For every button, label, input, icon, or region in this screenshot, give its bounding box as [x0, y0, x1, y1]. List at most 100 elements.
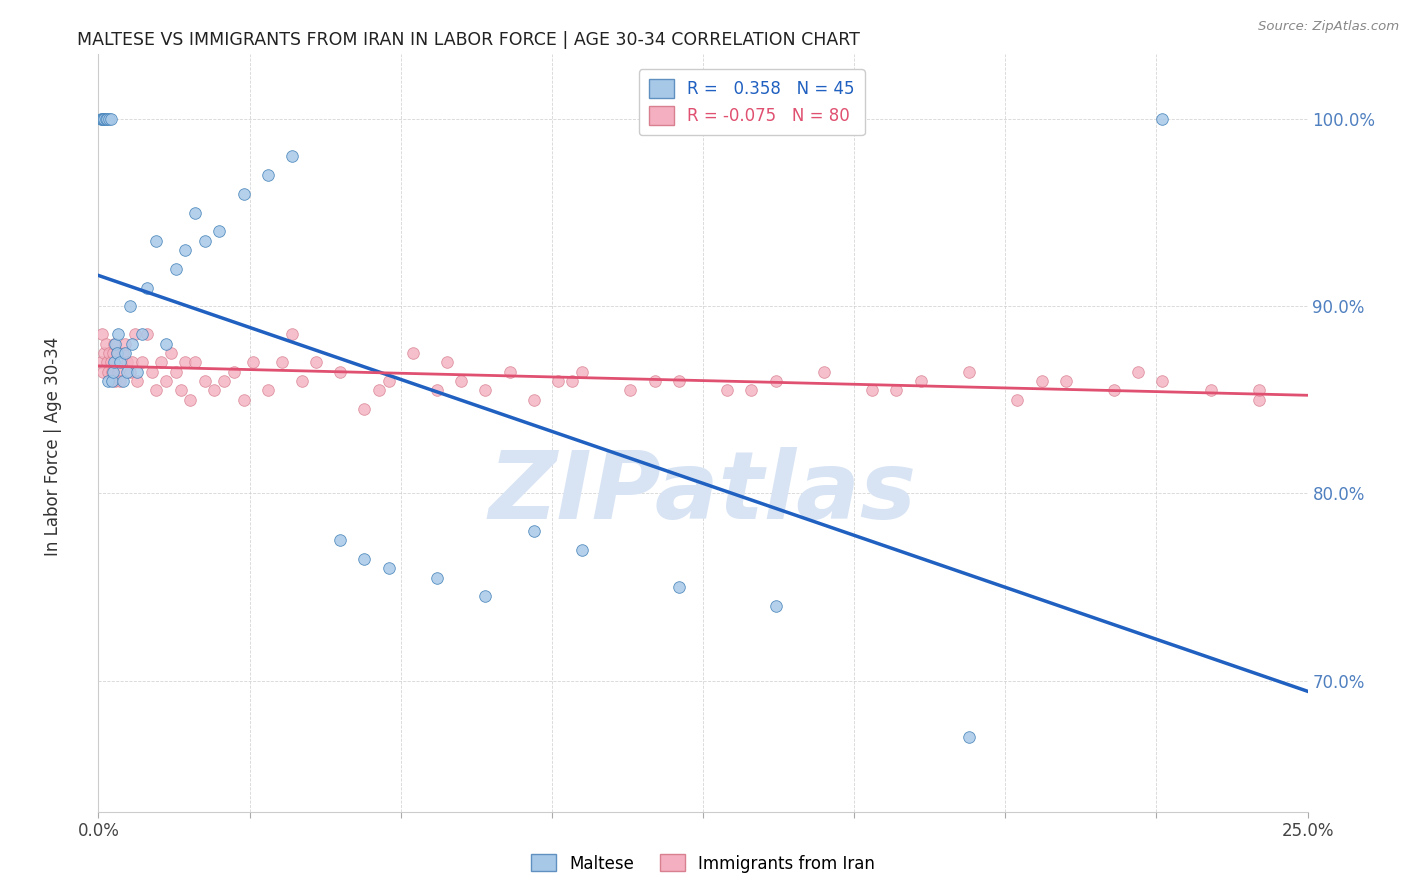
Point [101, 374, 124, 388]
Point [353, 552, 375, 566]
Point [426, 571, 449, 585]
Point [353, 402, 375, 417]
Point [547, 374, 569, 388]
Point [184, 355, 207, 369]
Point [281, 327, 304, 342]
Point [184, 205, 207, 219]
Point [242, 355, 264, 369]
Point [860, 384, 883, 398]
Point [523, 392, 546, 407]
Point [100, 112, 122, 126]
Point [155, 374, 177, 388]
Point [111, 346, 134, 360]
Point [169, 384, 191, 398]
Point [740, 384, 762, 398]
Point [131, 327, 153, 342]
Point [101, 365, 124, 379]
Point [212, 374, 235, 388]
Point [165, 365, 187, 379]
Point [127, 365, 149, 379]
Point [103, 355, 125, 369]
Point [97, 374, 120, 388]
Point [145, 234, 167, 248]
Point [232, 186, 254, 201]
Point [117, 365, 139, 379]
Point [96, 355, 118, 369]
Point [104, 336, 127, 351]
Point [93, 112, 115, 126]
Point [571, 542, 593, 557]
Point [256, 168, 278, 182]
Point [118, 299, 141, 313]
Point [436, 355, 458, 369]
Point [160, 346, 183, 360]
Point [426, 384, 449, 398]
Point [90, 355, 112, 369]
Point [957, 730, 980, 744]
Point [765, 599, 787, 613]
Point [281, 149, 304, 163]
Point [329, 365, 352, 379]
Point [368, 384, 391, 398]
Point [103, 336, 125, 351]
Point [107, 365, 129, 379]
Point [135, 327, 157, 342]
Point [910, 374, 932, 388]
Point [131, 355, 153, 369]
Point [957, 365, 980, 379]
Point [1007, 392, 1029, 407]
Point [165, 261, 187, 276]
Point [174, 243, 197, 257]
Point [150, 355, 173, 369]
Point [305, 355, 328, 369]
Point [1249, 384, 1271, 398]
Point [104, 374, 127, 388]
Point [108, 355, 131, 369]
Text: MALTESE VS IMMIGRANTS FROM IRAN IN LABOR FORCE | AGE 30-34 CORRELATION CHART: MALTESE VS IMMIGRANTS FROM IRAN IN LABOR… [77, 31, 860, 49]
Point [114, 336, 136, 351]
Point [117, 355, 139, 369]
Point [1054, 374, 1077, 388]
Point [668, 580, 690, 594]
Point [105, 346, 128, 360]
Point [91, 112, 114, 126]
Point [1249, 392, 1271, 407]
Point [101, 365, 124, 379]
Point [1152, 374, 1174, 388]
Point [93, 346, 115, 360]
Point [765, 374, 787, 388]
Point [105, 346, 128, 360]
Point [124, 327, 146, 342]
Point [101, 346, 124, 360]
Point [571, 365, 593, 379]
Text: In Labor Force | Age 30-34: In Labor Force | Age 30-34 [45, 336, 62, 556]
Point [716, 384, 738, 398]
Point [813, 365, 835, 379]
Point [96, 112, 118, 126]
Point [135, 280, 157, 294]
Point [97, 365, 120, 379]
Point [98, 112, 121, 126]
Point [145, 384, 167, 398]
Point [114, 346, 136, 360]
Point [121, 355, 143, 369]
Point [194, 374, 217, 388]
Point [100, 355, 122, 369]
Point [1102, 384, 1125, 398]
Point [111, 374, 134, 388]
Point [290, 374, 312, 388]
Point [91, 365, 114, 379]
Point [329, 533, 352, 548]
Point [474, 590, 496, 604]
Point [108, 374, 131, 388]
Point [208, 224, 231, 238]
Point [402, 346, 425, 360]
Point [174, 355, 197, 369]
Point [232, 392, 254, 407]
Point [141, 365, 163, 379]
Point [474, 384, 496, 398]
Point [619, 384, 641, 398]
Point [91, 327, 114, 342]
Point [118, 365, 141, 379]
Point [155, 336, 177, 351]
